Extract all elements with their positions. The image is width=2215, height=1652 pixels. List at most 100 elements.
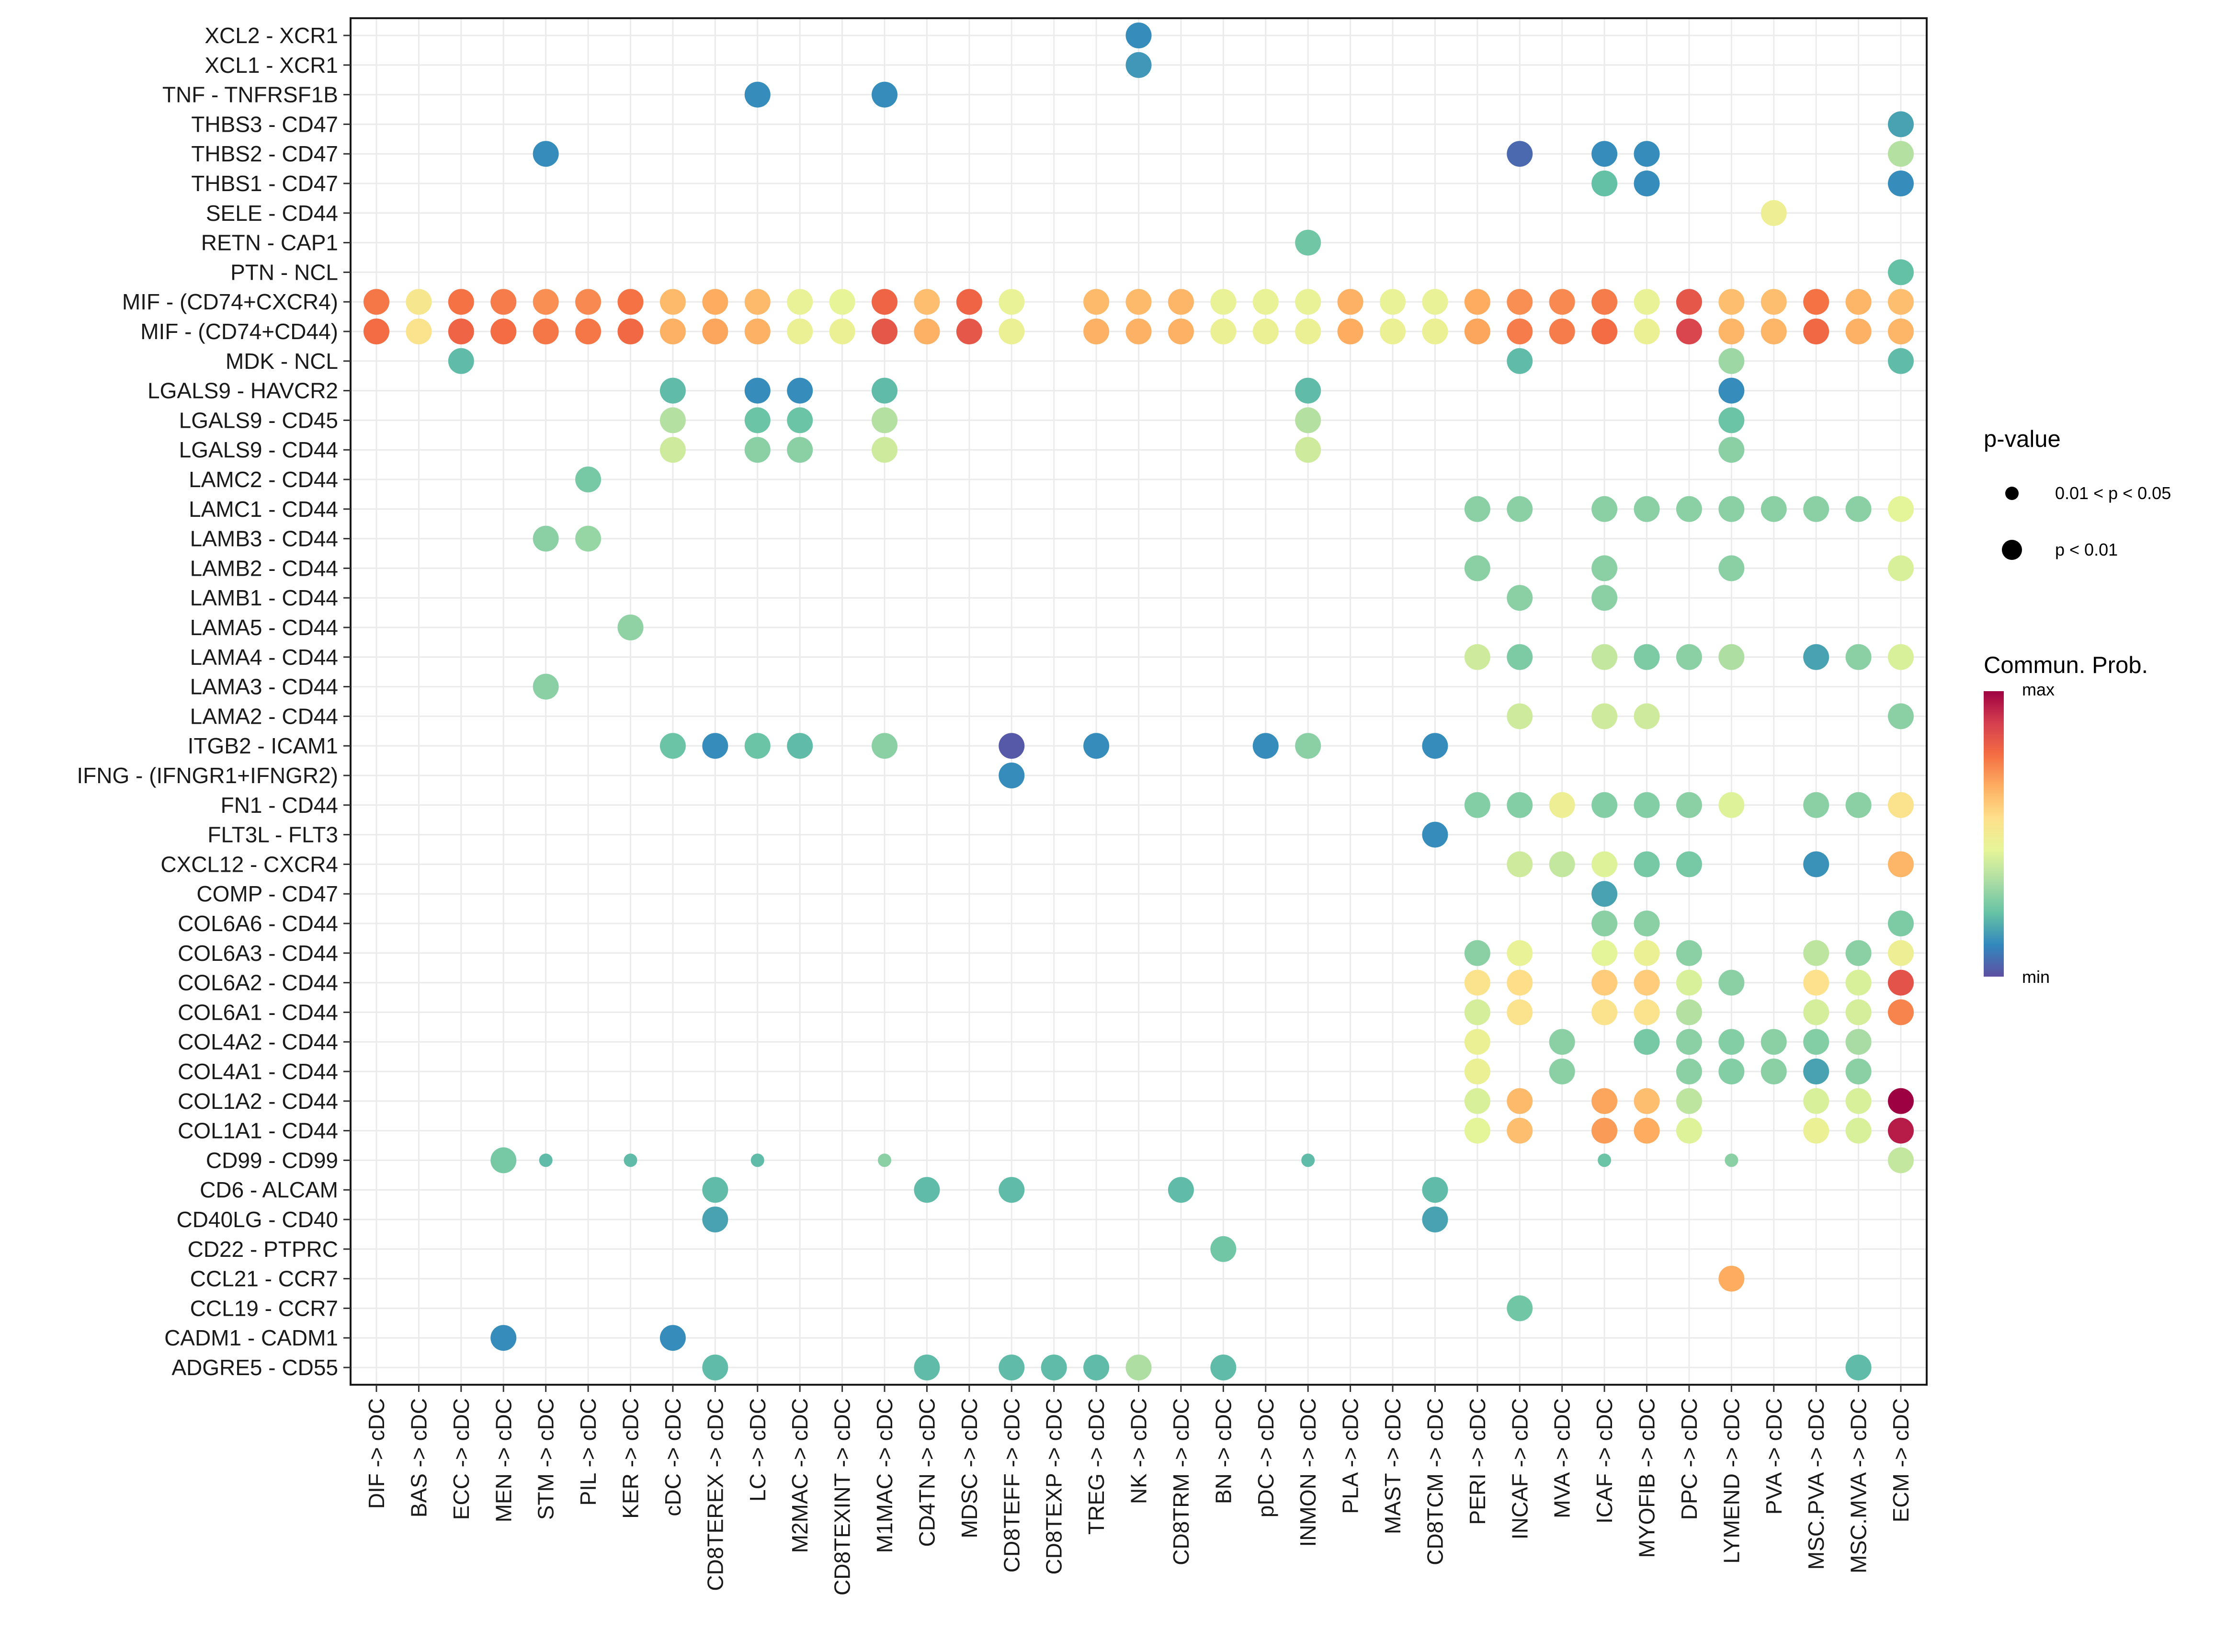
data-point: COL4A1 - CD44 | PERI -> cDC: [1464, 1059, 1490, 1084]
data-point: MIF - (CD74+CD44) | MYOFIB -> cDC: [1634, 319, 1660, 344]
y-tick-label: COL1A1 - CD44: [178, 1118, 338, 1143]
data-point: ITGB2 - ICAM1 | TREG -> cDC: [1083, 733, 1110, 759]
data-point: COL6A3 - CD44 | MYOFIB -> cDC: [1634, 940, 1660, 966]
p-value-legend-small-label: 0.01 < p < 0.05: [2055, 483, 2171, 503]
x-tick-label: CD8TEXINT -> cDC: [830, 1398, 855, 1595]
data-point: LGALS9 - CD44 | LC -> cDC: [744, 437, 771, 463]
grid-lines: [351, 18, 1927, 1385]
data-point: ITGB2 - ICAM1 | CD8TCM -> cDC: [1422, 733, 1448, 759]
data-point: LAMA2 - CD44 | INCAF -> cDC: [1507, 703, 1533, 729]
data-point: COL1A2 - CD44 | MSC.PVA -> cDC: [1803, 1088, 1829, 1114]
data-point: ADGRE5 - CD55 | CD4TN -> cDC: [914, 1355, 940, 1380]
x-tick-label: ECM -> cDC: [1888, 1398, 1913, 1522]
data-point: LAMC1 - CD44 | ECM -> cDC: [1888, 496, 1914, 522]
data-point: THBS2 - CD47 | INCAF -> cDC: [1507, 141, 1533, 167]
data-point: LAMB3 - CD44 | PIL -> cDC: [575, 525, 602, 552]
data-point: XCL1 - XCR1 | NK -> cDC: [1125, 52, 1152, 78]
data-point: LGALS9 - HAVCR2 | M2MAC -> cDC: [787, 377, 813, 404]
data-point: MIF - (CD74+CD44) | MAST -> cDC: [1380, 319, 1406, 344]
y-tick-label: CD6 - ALCAM: [200, 1177, 338, 1202]
x-tick-label: PERI -> cDC: [1465, 1398, 1490, 1525]
x-tick-label: MEN -> cDC: [491, 1398, 516, 1522]
data-point: MIF - (CD74+CXCR4) | ICAF -> cDC: [1591, 289, 1618, 315]
y-tick-label: XCL1 - XCR1: [204, 53, 338, 78]
x-tick-label: LYMEND -> cDC: [1719, 1398, 1744, 1563]
data-point: LGALS9 - CD45 | cDC -> cDC: [659, 407, 686, 433]
y-tick-label: CXCL12 - CXCR4: [160, 852, 338, 877]
y-tick-label: MIF - (CD74+CD44): [140, 319, 338, 344]
data-point: MIF - (CD74+CXCR4) | STM -> cDC: [533, 289, 559, 315]
data-point: MIF - (CD74+CXCR4) | CD4TN -> cDC: [914, 289, 940, 315]
data-point: LAMA4 - CD44 | MYOFIB -> cDC: [1634, 644, 1660, 670]
y-tick-label: MDK - NCL: [226, 349, 338, 374]
data-point: MIF - (CD74+CXCR4) | MYOFIB -> cDC: [1634, 289, 1660, 315]
data-point: COL6A3 - CD44 | ICAF -> cDC: [1591, 940, 1618, 966]
data-point: LAMB3 - CD44 | STM -> cDC: [533, 525, 559, 552]
x-tick-label: M1MAC -> cDC: [872, 1398, 897, 1553]
data-point: COL1A1 - CD44 | MSC.PVA -> cDC: [1803, 1117, 1829, 1144]
data-point: COL4A1 - CD44 | PVA -> cDC: [1761, 1059, 1787, 1084]
data-point: MIF - (CD74+CD44) | LC -> cDC: [744, 319, 771, 344]
data-point: COL1A1 - CD44 | MSC.MVA -> cDC: [1845, 1117, 1872, 1144]
data-point: LGALS9 - HAVCR2 | LC -> cDC: [744, 377, 771, 404]
x-tick-label: MDSC -> cDC: [957, 1398, 982, 1538]
data-point: CCL21 - CCR7 | LYMEND -> cDC: [1718, 1265, 1745, 1292]
data-point: CD6 - ALCAM | CD8TCM -> cDC: [1422, 1177, 1448, 1203]
y-tick-label: LAMA3 - CD44: [190, 674, 338, 699]
data-point: TNF - TNFRSF1B | M1MAC -> cDC: [872, 81, 897, 108]
data-point: COL6A1 - CD44 | MYOFIB -> cDC: [1634, 999, 1660, 1025]
data-point: MIF - (CD74+CXCR4) | CD8TEFF -> cDC: [999, 289, 1025, 315]
y-tick-label: COL6A3 - CD44: [178, 941, 338, 966]
data-point: LAMA5 - CD44 | KER -> cDC: [617, 615, 644, 640]
data-point: MIF - (CD74+CD44) | CD4TN -> cDC: [914, 319, 940, 344]
data-point: LGALS9 - CD44 | M2MAC -> cDC: [787, 437, 813, 463]
data-point: MIF - (CD74+CD44) | CD8TCM -> cDC: [1422, 319, 1448, 344]
y-tick-label: COL6A6 - CD44: [178, 911, 338, 936]
data-point: MIF - (CD74+CD44) | BN -> cDC: [1210, 319, 1237, 344]
y-tick-label: CD22 - PTPRC: [188, 1237, 338, 1262]
data-point: LGALS9 - CD45 | LC -> cDC: [744, 407, 771, 433]
y-tick-label: LGALS9 - CD44: [179, 437, 338, 462]
data-point: COL6A1 - CD44 | ICAF -> cDC: [1591, 999, 1618, 1025]
data-point: MIF - (CD74+CXCR4) | INCAF -> cDC: [1507, 289, 1533, 315]
data-point: ADGRE5 - CD55 | CD8TEREX -> cDC: [702, 1355, 728, 1380]
data-point: ITGB2 - ICAM1 | LC -> cDC: [744, 733, 771, 759]
data-point: CD99 - CD99 | LC -> cDC: [750, 1153, 764, 1167]
data-point: MIF - (CD74+CXCR4) | cDC -> cDC: [659, 289, 686, 315]
y-tick-label: THBS3 - CD47: [191, 112, 338, 137]
data-point: THBS1 - CD47 | MYOFIB -> cDC: [1634, 171, 1660, 196]
data-point: CD99 - CD99 | STM -> cDC: [539, 1153, 553, 1167]
data-point: COL4A2 - CD44 | LYMEND -> cDC: [1718, 1029, 1745, 1055]
data-point: CXCL12 - CXCR4 | MSC.PVA -> cDC: [1803, 851, 1829, 877]
data-point: FN1 - CD44 | MSC.PVA -> cDC: [1803, 792, 1829, 818]
data-point: MIF - (CD74+CXCR4) | CD8TCM -> cDC: [1422, 289, 1448, 315]
data-point: MIF - (CD74+CD44) | PLA -> cDC: [1337, 319, 1363, 344]
data-point: FLT3L - FLT3 | CD8TCM -> cDC: [1422, 821, 1448, 848]
data-point: MIF - (CD74+CXCR4) | DIF -> cDC: [363, 289, 389, 315]
y-tick-label: CD99 - CD99: [206, 1148, 338, 1173]
data-point: COL6A1 - CD44 | MSC.MVA -> cDC: [1845, 999, 1872, 1025]
data-point: COL1A2 - CD44 | ECM -> cDC: [1888, 1088, 1914, 1114]
x-tick-label: ICAF -> cDC: [1592, 1398, 1617, 1524]
x-tick-label: MSC.PVA -> cDC: [1804, 1398, 1829, 1570]
x-tick-label: KER -> cDC: [618, 1398, 643, 1519]
y-tick-label: LAMA2 - CD44: [190, 704, 338, 729]
y-tick-label: ITGB2 - ICAM1: [188, 733, 338, 758]
y-tick-label: RETN - CAP1: [201, 230, 338, 255]
data-point: MIF - (CD74+CD44) | CD8TEREX -> cDC: [702, 319, 728, 344]
data-point: CD40LG - CD40 | CD8TCM -> cDC: [1422, 1207, 1448, 1232]
x-tick-label: CD8TCM -> cDC: [1422, 1398, 1447, 1565]
data-point: COL1A1 - CD44 | PERI -> cDC: [1464, 1117, 1490, 1144]
data-point: MIF - (CD74+CD44) | PERI -> cDC: [1464, 319, 1490, 344]
p-value-legend-small-dot: [2005, 487, 2019, 500]
colorbar-min-label: min: [2022, 967, 2050, 987]
data-point: CXCL12 - CXCR4 | ICAF -> cDC: [1591, 851, 1618, 877]
data-point: LGALS9 - CD45 | M2MAC -> cDC: [787, 407, 813, 433]
data-point: ADGRE5 - CD55 | TREG -> cDC: [1083, 1355, 1110, 1380]
data-point: MIF - (CD74+CD44) | CD8TRM -> cDC: [1168, 319, 1194, 344]
data-point: COL4A2 - CD44 | PVA -> cDC: [1761, 1029, 1787, 1055]
data-point: THBS2 - CD47 | MYOFIB -> cDC: [1634, 141, 1660, 167]
y-tick-label: CD40LG - CD40: [177, 1207, 338, 1232]
data-point: ADGRE5 - CD55 | CD8TEFF -> cDC: [999, 1355, 1025, 1380]
data-point: MIF - (CD74+CXCR4) | CD8TEXINT -> cDC: [829, 289, 855, 315]
